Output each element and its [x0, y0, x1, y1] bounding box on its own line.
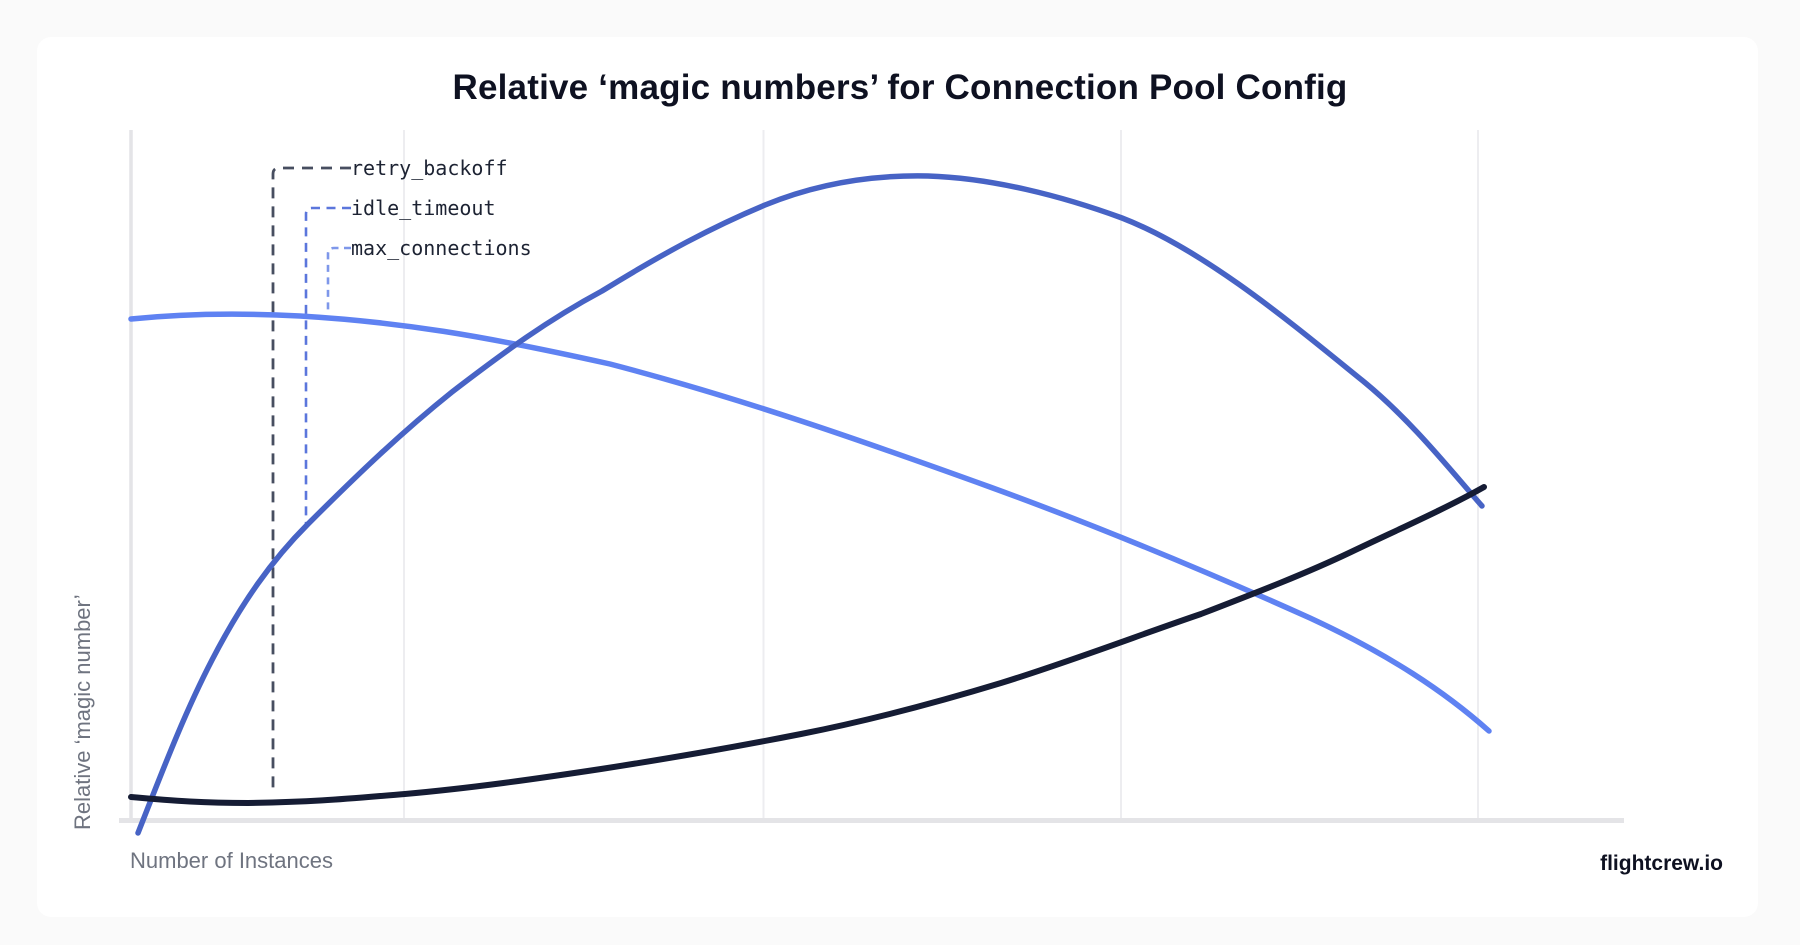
chart-card	[37, 37, 1758, 917]
retry-backoff-callout-line	[271, 166, 351, 794]
retry-backoff-label: retry_backoff	[351, 156, 508, 180]
max-connections-label: max_connections	[351, 236, 532, 260]
max-connections-curve	[128, 311, 1492, 734]
watermark-flightcrew: flightcrew.io	[1600, 852, 1723, 875]
idle-timeout-callout-line	[304, 206, 351, 526]
max-connections-callout-line	[326, 246, 351, 312]
x-axis-label: Number of Instances	[130, 848, 333, 873]
retry-backoff-curve	[128, 484, 1487, 807]
idle-timeout-label: idle_timeout	[351, 196, 496, 220]
y-axis-label: Relative ‘magic number’	[70, 594, 95, 830]
chart-title: Relative ‘magic numbers’ for Connection …	[452, 68, 1348, 107]
idle-timeout-curve	[135, 173, 1485, 836]
